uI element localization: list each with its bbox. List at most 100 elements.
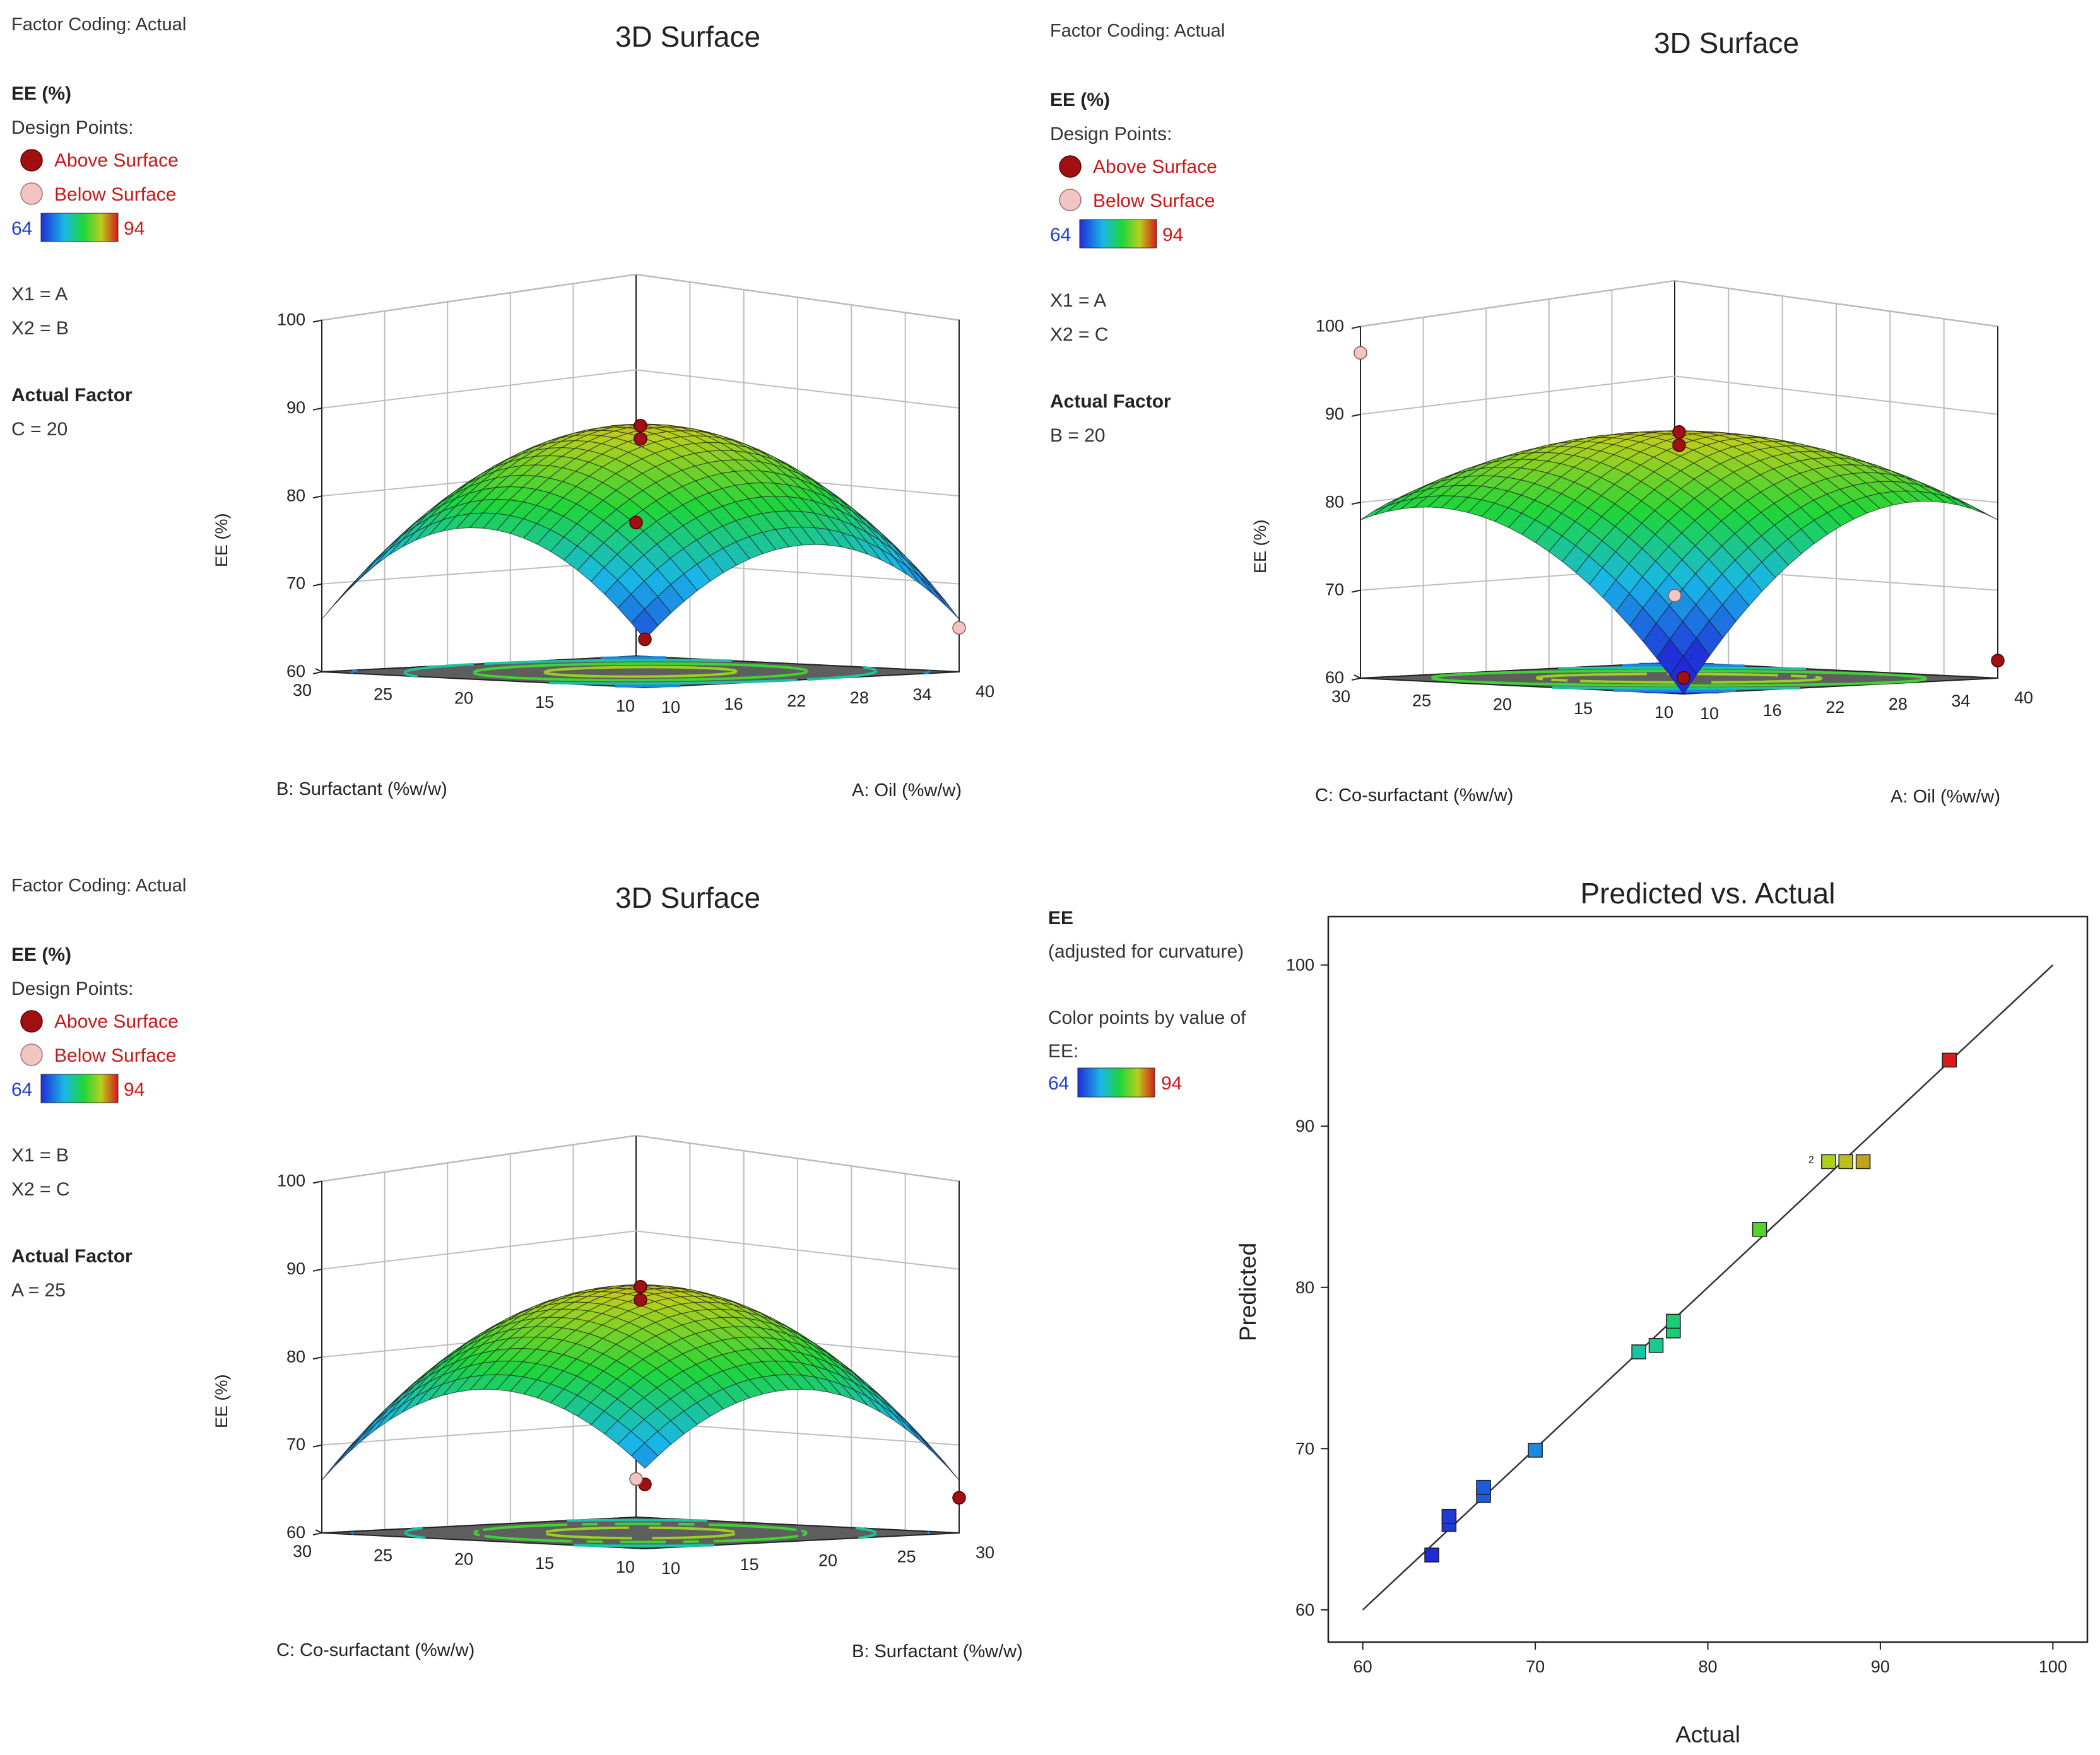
below-surface-point <box>1354 346 1367 360</box>
pva-title: Predicted vs. Actual <box>1581 877 1836 910</box>
legend-block: Factor Coding: Actual EE (%) Design Points… <box>11 15 186 440</box>
right-axis-tick-label: 28 <box>1889 695 1908 713</box>
above-surface-point <box>629 515 643 529</box>
right-axis-tick-label: 16 <box>724 695 743 713</box>
above-surface-label: Above Surface <box>54 1011 179 1032</box>
response-label: EE (%) <box>11 944 71 965</box>
z-tick-label: 100 <box>277 310 305 329</box>
floor-contour <box>543 666 738 678</box>
floor-contour <box>1535 672 1824 684</box>
x2-label: X2 = C <box>1050 324 1109 345</box>
pva-color-by-label-2: EE: <box>1048 1041 1078 1062</box>
above-surface-point <box>1672 425 1686 439</box>
above-surface-point <box>952 1491 966 1505</box>
z-tick <box>312 671 322 674</box>
z-tick-label: 90 <box>1325 404 1344 423</box>
left-axis-tick-label: 25 <box>374 1546 392 1564</box>
scale-min-label: 64 <box>1050 225 1071 245</box>
above-surface-point <box>634 1293 647 1307</box>
z-axis-label: EE (%) <box>1251 519 1270 573</box>
data-point <box>1648 1338 1664 1353</box>
floor <box>321 1516 960 1550</box>
z-tick <box>1351 413 1361 417</box>
above-surface-point <box>1672 438 1686 452</box>
scale-max-label: 94 <box>124 218 145 239</box>
x1-label: X1 = A <box>1050 290 1106 311</box>
floor-contour <box>1430 669 1928 687</box>
right-axis-tick-label: 40 <box>976 682 994 701</box>
x-tick-label: 60 <box>1354 1657 1372 1676</box>
box-edge <box>315 1529 322 1534</box>
pva-plot-frame <box>1327 915 2089 1643</box>
data-point <box>1942 1052 1957 1068</box>
above-surface-point <box>1991 654 2005 667</box>
left-axis-tick-label: 15 <box>1574 699 1593 718</box>
surface-patch <box>630 1442 659 1469</box>
axes: 60 70 80 90 100 EE (%) 10 15 20 25 30 B: Surfactant… <box>212 310 994 801</box>
right-axis-tick-label: 10 <box>661 698 680 717</box>
floor-contour <box>473 1522 808 1544</box>
data-point <box>1631 1344 1646 1359</box>
floor-contour <box>351 1530 930 1535</box>
panel-title: 3D Surface <box>615 20 760 53</box>
left-axis-tick-label: 10 <box>616 1558 635 1576</box>
z-tick <box>312 1532 322 1535</box>
x-tick-label: 100 <box>2039 1657 2067 1676</box>
surface-panels: Factor Coding: Actual EE (%) Design Points… <box>11 15 2033 1662</box>
floor-plane <box>321 1516 960 1550</box>
pva-adjusted-label: (adjusted for curvature) <box>1048 941 1244 962</box>
y-tick-label: 100 <box>1286 956 1314 975</box>
left-axis-tick-label: 20 <box>454 689 473 708</box>
pva-response-label: EE <box>1048 908 1073 929</box>
design-points-label: Design Points: <box>11 117 133 138</box>
left-axis-tick-label: 20 <box>1493 695 1512 714</box>
left-axis-tick-label: 20 <box>454 1550 473 1569</box>
surface-panel-2: Factor Coding: Actual EE (%) Design Points… <box>1050 21 2033 807</box>
right-axis-tick-label: 10 <box>661 1559 680 1578</box>
response-surface <box>1360 430 1998 695</box>
pva-legend-block: EE (adjusted for curvature) Color points b… <box>1048 908 1246 1098</box>
z-tick <box>1351 326 1361 329</box>
z-tick <box>312 583 322 587</box>
box-edge <box>315 668 322 672</box>
actual-factor-value: C = 20 <box>11 419 68 440</box>
above-surface-point <box>1677 671 1690 685</box>
left-axis-tick-label: 15 <box>535 693 554 712</box>
above-surface-label: Above Surface <box>1093 156 1217 177</box>
axes: 60 70 80 90 100 EE (%) 10 15 20 25 30 C: Co-surfact… <box>1251 317 2033 807</box>
right-axis-label: A: Oil (%w/w) <box>852 780 962 801</box>
data-point <box>1838 1154 1853 1170</box>
z-tick-label: 100 <box>277 1171 305 1190</box>
design-points <box>1354 346 2005 685</box>
z-tick-label: 100 <box>1316 317 1344 336</box>
scale-min-label: 64 <box>11 1079 32 1100</box>
left-axis-label: C: Co-surfactant (%w/w) <box>1315 785 1513 806</box>
z-tick-label: 70 <box>1325 580 1344 599</box>
color-scale-bar <box>1079 219 1157 249</box>
z-tick <box>312 1444 322 1448</box>
above-surface-point <box>638 632 652 647</box>
response-label: EE (%) <box>1050 90 1110 110</box>
factor-coding-label: Factor Coding: Actual <box>11 15 186 35</box>
z-axis-label: EE (%) <box>212 1374 231 1428</box>
z-tick-label: 80 <box>1325 492 1344 511</box>
right-axis-tick-label: 25 <box>897 1547 916 1566</box>
right-axis-label: B: Surfactant (%w/w) <box>852 1641 1023 1662</box>
actual-factor-label: Actual Factor <box>11 1246 133 1267</box>
z-tick-label: 60 <box>1325 668 1344 687</box>
below-surface-marker <box>20 182 43 205</box>
right-axis-label: A: Oil (%w/w) <box>1891 787 2000 807</box>
data-point <box>1528 1443 1543 1458</box>
y-tick-label: 80 <box>1295 1278 1314 1297</box>
z-tick <box>312 1356 322 1360</box>
floor-contour <box>350 656 931 688</box>
below-surface-marker <box>1059 189 1082 211</box>
response-label: EE (%) <box>11 83 71 104</box>
color-scale-bar <box>40 1074 119 1103</box>
right-axis-tick-label: 10 <box>1700 704 1719 723</box>
surface-panel-1: Factor Coding: Actual EE (%) Design Points… <box>11 15 994 801</box>
left-axis-tick-label: 25 <box>374 684 392 703</box>
data-point <box>1666 1313 1681 1329</box>
pva-chart: Predicted vs. Actual 60 70 80 90 100 60 70 80 90 1… <box>1235 877 2089 1747</box>
